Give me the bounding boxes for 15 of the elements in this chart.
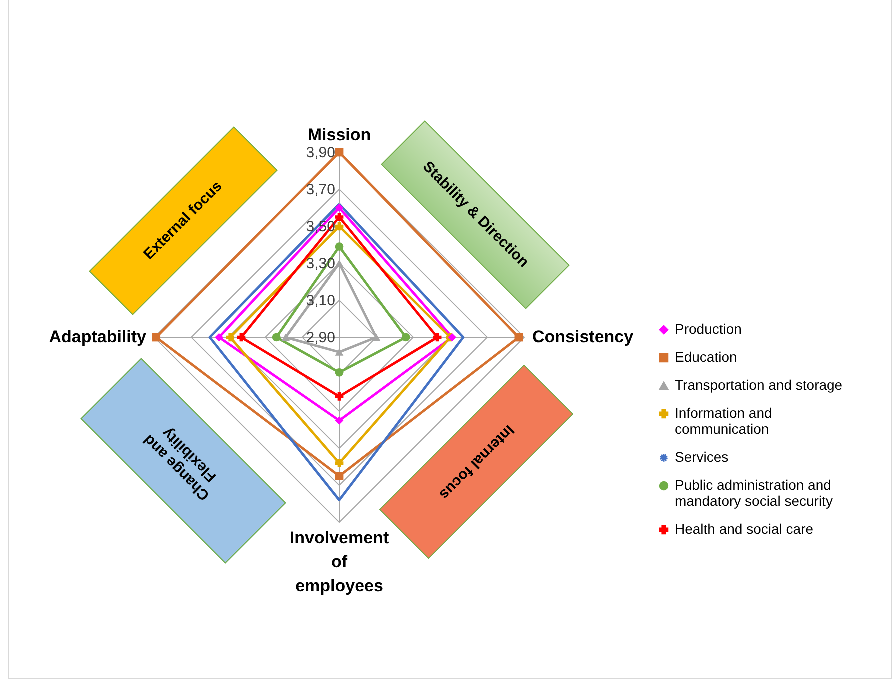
spoke-label: Adaptability [49,328,148,346]
legend-label: Information and communication [675,405,772,437]
y-tick-label: 3,90 [306,144,336,162]
legend-label: Education [675,349,738,365]
spoke-label: Involvement of employees [290,528,390,596]
spoke-label: Mission [308,126,372,144]
legend-label: Public administration and mandatory social security [675,477,833,509]
legend-label: Transportation and storage [675,377,843,393]
y-tick-label: 2,90 [306,330,336,346]
legend-label: Services [675,449,729,465]
legend-label: Production [675,321,742,337]
legend-label: Health and social care [675,521,814,537]
y-tick-label: 3,10 [306,292,336,310]
y-tick-label: 3,70 [306,182,336,198]
spoke-label: Consistency [532,328,634,346]
